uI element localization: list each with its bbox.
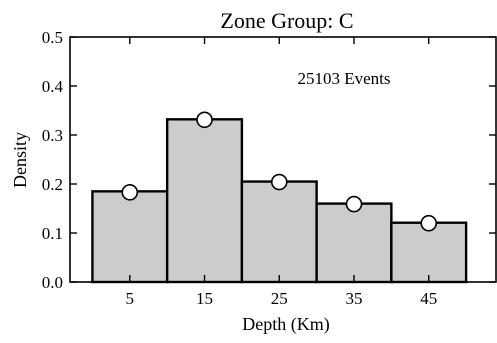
histogram-bar <box>315 202 393 284</box>
data-point-marker <box>121 184 139 201</box>
histogram-bar <box>390 221 468 284</box>
chart-title: Zone Group: C <box>220 8 353 33</box>
y-axis-label: Density <box>10 132 30 188</box>
plot-frame <box>69 36 497 283</box>
x-tick-label: 5 <box>126 289 135 308</box>
histogram-bar <box>240 180 318 284</box>
data-point-marker <box>270 173 288 191</box>
bars-layer <box>91 118 468 284</box>
x-tick-label: 45 <box>420 289 437 308</box>
histogram-bar <box>91 190 169 284</box>
y-tick-label: 0.0 <box>42 273 63 292</box>
histogram-bar <box>165 118 244 284</box>
y-axis-ticks: 0.0 0.1 0.2 0.3 0.4 0.5 <box>42 28 496 292</box>
data-point-marker <box>196 111 213 129</box>
x-axis-ticks: 5 15 25 35 45 <box>126 37 437 308</box>
y-tick-label: 0.4 <box>42 77 64 96</box>
x-tick-label: 35 <box>346 289 363 308</box>
data-point-marker <box>420 214 438 232</box>
x-tick-label: 15 <box>196 289 213 308</box>
x-axis-label: Depth (Km) <box>242 314 329 335</box>
data-point-marker <box>345 195 363 213</box>
y-tick-label: 0.2 <box>42 175 63 194</box>
events-count-annotation: 25103 Events <box>297 69 390 88</box>
y-tick-label: 0.5 <box>42 28 63 47</box>
y-tick-label: 0.3 <box>42 126 63 145</box>
points-layer <box>121 111 438 232</box>
y-tick-label: 0.1 <box>42 224 63 243</box>
x-tick-label: 25 <box>271 289 288 308</box>
